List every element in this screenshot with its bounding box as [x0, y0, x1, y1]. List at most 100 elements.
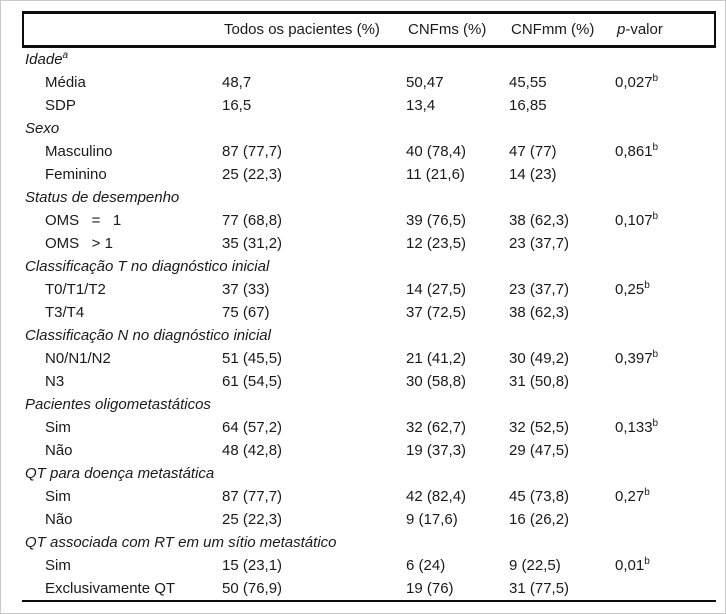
table-row: Exclusivamente QT 50 (76,9) 19 (76) 31 (77,… — [22, 577, 716, 600]
cell-p-value: 0,27b — [615, 485, 650, 508]
row-label: N3 — [45, 373, 65, 390]
row-label: Exclusivamente QT — [45, 580, 176, 597]
p-value-suffix: -valor — [625, 21, 663, 38]
cell-cnfmm: 9 (22,5) — [509, 557, 561, 574]
column-header-all-patients: Todos os pacientes (%) — [224, 21, 380, 38]
p-value-text: 0,133 — [615, 419, 653, 436]
cell-all-patients: 64 (57,2) — [222, 419, 283, 436]
section-header-row: Sexo — [22, 117, 716, 140]
cell-all-patients: 75 (67) — [222, 304, 270, 321]
row-label: N0/N1/N2 — [45, 350, 111, 367]
section-header-row: QT associada com RT em um sítio metastát… — [22, 531, 716, 554]
cell-p-value: 0,25b — [615, 278, 650, 301]
table-row: Feminino 25 (22,3) 11 (21,6) 14 (23) — [22, 163, 716, 186]
cell-all-patients: 61 (54,5) — [222, 373, 283, 390]
cell-cnfms: 6 (24) — [406, 557, 446, 574]
cell-cnfms: 37 (72,5) — [406, 304, 467, 321]
section-header-row: QT para doença metastática — [22, 462, 716, 485]
p-value-footnote-marker: b — [652, 349, 659, 360]
table-row: Não 25 (22,3) 9 (17,6) 16 (26,2) — [22, 508, 716, 531]
section-label: Pacientes oligometastáticos — [22, 393, 211, 416]
cell-p-value: 0,397b — [615, 347, 658, 370]
cell-all-patients: 37 (33) — [222, 281, 270, 298]
cell-cnfms: 13,4 — [406, 97, 436, 114]
column-header-cnfmm: CNFmm (%) — [511, 21, 595, 38]
section-label-text: Status de desempenho — [25, 189, 180, 206]
cell-cnfmm: 45,55 — [509, 74, 547, 91]
section-label-text: Classificação T no diagnóstico inicial — [25, 258, 270, 275]
cell-cnfmm: 31 (77,5) — [509, 580, 570, 597]
cell-cnfmm: 38 (62,3) — [509, 212, 570, 229]
row-label: Média — [45, 74, 86, 91]
table-row: N3 61 (54,5) 30 (58,8) 31 (50,8) — [22, 370, 716, 393]
section-label: QT associada com RT em um sítio metastát… — [22, 531, 337, 554]
row-label: T0/T1/T2 — [45, 281, 106, 298]
cell-cnfms: 12 (23,5) — [406, 235, 467, 252]
cell-cnfms: 19 (37,3) — [406, 442, 467, 459]
table-row: T0/T1/T2 37 (33) 14 (27,5) 23 (37,7) 0,25b — [22, 278, 716, 301]
cell-all-patients: 16,5 — [222, 97, 252, 114]
column-header-cnfms: CNFms (%) — [408, 21, 487, 38]
cell-cnfms: 14 (27,5) — [406, 281, 467, 298]
row-label: Sim — [45, 419, 71, 436]
section-label-text: Classificação N no diagnóstico inicial — [25, 327, 271, 344]
cell-all-patients: 51 (45,5) — [222, 350, 283, 367]
section-header-row: Pacientes oligometastáticos — [22, 393, 716, 416]
cell-cnfms: 50,47 — [406, 74, 444, 91]
cell-all-patients: 35 (31,2) — [222, 235, 283, 252]
section-label: Sexo — [22, 117, 59, 140]
cell-cnfmm: 30 (49,2) — [509, 350, 570, 367]
cell-cnfmm: 31 (50,8) — [509, 373, 570, 390]
p-value-text: 0,25 — [615, 281, 645, 298]
table-row: T3/T4 75 (67) 37 (72,5) 38 (62,3) — [22, 301, 716, 324]
cell-all-patients: 87 (77,7) — [222, 488, 283, 505]
table-row: Sim 64 (57,2) 32 (62,7) 32 (52,5) 0,133b — [22, 416, 716, 439]
patient-characteristics-table: Todos os pacientes (%) CNFms (%) CNFmm (… — [22, 11, 716, 602]
table-header-row: Todos os pacientes (%) CNFms (%) CNFmm (… — [22, 11, 716, 48]
cell-p-value: 0,027b — [615, 71, 658, 94]
cell-cnfms: 39 (76,5) — [406, 212, 467, 229]
cell-all-patients: 25 (22,3) — [222, 166, 283, 183]
p-value-text: 0,27 — [615, 488, 645, 505]
section-label-text: QT para doença metastática — [25, 465, 215, 482]
cell-p-value: 0,133b — [615, 416, 658, 439]
cell-p-value: 0,861b — [615, 140, 658, 163]
cell-cnfmm: 16,85 — [509, 97, 547, 114]
cell-cnfms: 19 (76) — [406, 580, 454, 597]
row-label: OMS > 1 — [45, 235, 113, 252]
section-label-text: QT associada com RT em um sítio metastát… — [25, 534, 337, 551]
section-label-text: Idade — [25, 51, 63, 68]
cell-p-value: 0,107b — [615, 209, 658, 232]
cell-cnfmm: 16 (26,2) — [509, 511, 570, 528]
table-row: Sim 87 (77,7) 42 (82,4) 45 (73,8) 0,27b — [22, 485, 716, 508]
row-label: Masculino — [45, 143, 113, 160]
section-header-row: Idadea — [22, 48, 716, 71]
cell-cnfms: 11 (21,6) — [406, 166, 465, 183]
cell-cnfmm: 29 (47,5) — [509, 442, 570, 459]
p-value-footnote-marker: b — [652, 73, 659, 84]
table-body: Idadea Média 48,7 50,47 45,55 0,027b SDP 16,5 13… — [22, 48, 716, 602]
cell-all-patients: 15 (23,1) — [222, 557, 283, 574]
section-label: Status de desempenho — [22, 186, 179, 209]
row-label: Não — [45, 442, 73, 459]
table-row: Não 48 (42,8) 19 (37,3) 29 (47,5) — [22, 439, 716, 462]
section-header-row: Classificação T no diagnóstico inicial — [22, 255, 716, 278]
row-label: Sim — [45, 488, 71, 505]
p-value-footnote-marker: b — [652, 211, 659, 222]
cell-all-patients: 48 (42,8) — [222, 442, 283, 459]
cell-all-patients: 25 (22,3) — [222, 511, 283, 528]
section-header-row: Status de desempenho — [22, 186, 716, 209]
p-value-footnote-marker: b — [644, 556, 650, 567]
cell-p-value: 0,01b — [615, 554, 650, 577]
table-row: SDP 16,5 13,4 16,85 — [22, 94, 716, 117]
row-label: Não — [45, 511, 73, 528]
p-value-footnote-marker: b — [644, 487, 650, 498]
cell-all-patients: 48,7 — [222, 74, 252, 91]
p-value-footnote-marker: b — [652, 142, 659, 153]
row-label: T3/T4 — [45, 304, 85, 321]
cell-cnfmm: 23 (37,7) — [509, 281, 570, 298]
row-label: Sim — [45, 557, 71, 574]
cell-all-patients: 77 (68,8) — [222, 212, 283, 229]
p-value-text: 0,861 — [615, 143, 653, 160]
